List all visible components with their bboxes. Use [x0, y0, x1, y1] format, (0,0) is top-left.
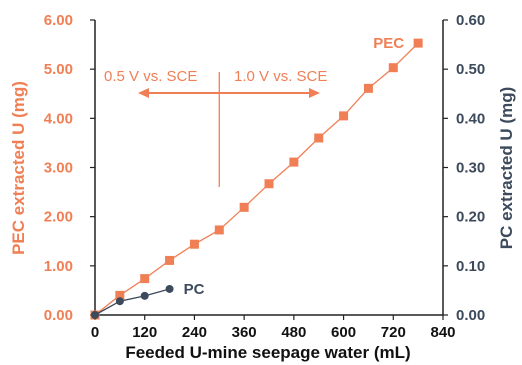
pec-data-point	[239, 202, 249, 212]
axes-layer: 0 120 240 360 480 600 720 8400.001.002.003.004.…	[44, 12, 485, 341]
left-y-tick-label: 1.00	[44, 258, 73, 275]
x-tick-label: 0	[91, 324, 99, 341]
x-tick-label: 240	[182, 324, 207, 341]
pec-data-point	[140, 274, 150, 284]
x-tick-label: 360	[232, 324, 257, 341]
pec-data-point	[165, 255, 175, 265]
right-y-tick-label: 0.50	[456, 61, 485, 78]
right-y-tick-label: 0.60	[456, 12, 485, 29]
right-y-tick-label: 0.40	[456, 110, 485, 127]
x-tick-label: 480	[281, 324, 306, 341]
pec-data-point	[339, 111, 349, 121]
pc-series-label: PC	[184, 281, 205, 298]
pec-data-point	[189, 239, 199, 249]
annotation-layer: 0.5 V vs. SCE 1.0 V vs. SCE	[104, 68, 327, 187]
pec-series-label: PEC	[373, 35, 404, 52]
left-y-tick-label: 0.00	[44, 307, 73, 324]
left-y-tick-label: 2.00	[44, 209, 73, 226]
right-axis-title: PC extracted U (mg)	[497, 87, 516, 249]
x-tick-label: 600	[331, 324, 356, 341]
right-y-tick-label: 0.20	[456, 209, 485, 226]
annotation-right-text: 1.0 V vs. SCE	[234, 68, 327, 85]
left-axis-title: PEC extracted U (mg)	[9, 81, 28, 255]
pec-data-point	[413, 38, 423, 48]
pc-data-point	[115, 297, 124, 306]
pec-data-point	[363, 83, 373, 93]
titles-layer: Feeded U-mine seepage water (mL) PEC ext…	[9, 81, 516, 362]
left-y-tick-label: 6.00	[44, 12, 73, 29]
right-y-tick-label: 0.10	[456, 258, 485, 275]
pec-data-point	[314, 133, 324, 143]
x-tick-label: 840	[430, 324, 455, 341]
x-tick-label: 120	[132, 324, 157, 341]
left-y-tick-label: 4.00	[44, 110, 73, 127]
right-y-tick-label: 0.00	[456, 307, 485, 324]
left-y-tick-label: 3.00	[44, 160, 73, 177]
x-tick-label: 720	[381, 324, 406, 341]
pec-data-point	[264, 179, 274, 189]
pec-data-point	[214, 225, 224, 235]
pc-data-point	[165, 284, 174, 293]
annotation-left-text: 0.5 V vs. SCE	[104, 68, 197, 85]
x-axis-title: Feeded U-mine seepage water (mL)	[125, 343, 410, 362]
series-layer: PEC PC	[90, 35, 423, 320]
annotation-arrow-head-right	[309, 88, 320, 98]
annotation-arrow-head-left	[138, 88, 149, 98]
pec-data-point	[289, 157, 299, 167]
pc-data-point	[140, 291, 149, 300]
pec-data-point	[388, 63, 398, 73]
pec-data-point	[115, 290, 125, 300]
pc-data-point	[91, 311, 99, 319]
left-y-tick-label: 5.00	[44, 61, 73, 78]
pc-series-line	[94, 288, 170, 316]
right-y-tick-label: 0.30	[456, 160, 485, 177]
